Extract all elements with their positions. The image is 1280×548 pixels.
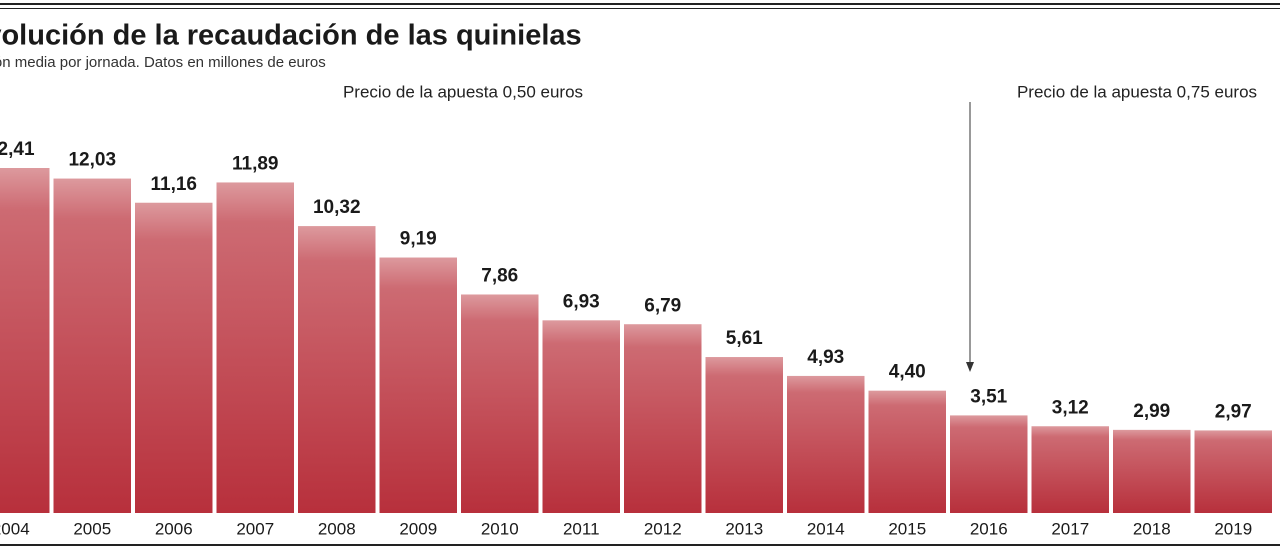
value-label: 11,89 [232, 153, 279, 174]
bar [0, 168, 50, 513]
arrow-head [966, 362, 974, 372]
bar-overlay [624, 324, 702, 513]
bar [135, 202, 213, 514]
x-tick-label: 2011 [563, 519, 600, 538]
x-tick-label: 2005 [73, 519, 111, 538]
x-tick-label: 2004 [0, 519, 30, 538]
value-label: 11,16 [151, 174, 198, 195]
value-label: 7,86 [481, 266, 518, 287]
x-tick-label: 2008 [318, 519, 356, 538]
annotation: Precio de la apuesta 0,50 euros [343, 82, 583, 101]
x-tick-label: 2013 [725, 519, 763, 538]
value-label: 12,03 [68, 150, 116, 171]
value-label: 4,93 [807, 347, 844, 368]
chart-title: Evolución de la recaudación de las quini… [0, 20, 582, 52]
bar [461, 294, 539, 513]
value-label: 3,12 [1052, 397, 1089, 418]
bar-overlay [216, 182, 294, 513]
bar-overlay [53, 178, 131, 513]
bar [298, 226, 376, 513]
value-label: 9,19 [400, 229, 437, 250]
chart-subtitle: Recaudación media por jornada. Datos en … [0, 54, 326, 71]
bar [1113, 429, 1191, 513]
value-label: 12,41 [0, 139, 35, 160]
bar-overlay [868, 390, 946, 513]
value-label: 4,40 [889, 362, 926, 383]
bar-overlay [379, 257, 457, 513]
bar-overlay [461, 294, 539, 513]
bar [379, 257, 457, 513]
x-tick-label: 2006 [155, 519, 193, 538]
bar [216, 182, 294, 513]
value-label: 5,61 [726, 328, 763, 349]
value-label: 2,99 [1133, 401, 1170, 422]
bar-overlay [1194, 430, 1272, 513]
bottom-rule [0, 544, 1280, 546]
x-tick-label: 2010 [481, 519, 519, 538]
bar-overlay [787, 375, 865, 513]
bar-overlay [705, 357, 783, 513]
value-label: 3,51 [970, 386, 1007, 407]
x-tick-label: 2014 [807, 519, 845, 538]
x-tick-label: 2017 [1051, 519, 1089, 538]
value-label: 2,97 [1215, 401, 1252, 422]
x-tick-label: 2007 [236, 519, 274, 538]
bar [950, 415, 1028, 513]
bar [53, 178, 131, 513]
bar [868, 390, 946, 513]
bar [787, 375, 865, 513]
x-tick-label: 2015 [888, 519, 926, 538]
bar [1194, 430, 1272, 513]
bar-overlay [135, 202, 213, 514]
value-label: 6,79 [644, 295, 681, 316]
bar [705, 357, 783, 513]
bar-overlay [298, 226, 376, 513]
x-tick-label: 2019 [1214, 519, 1252, 538]
annotation: Precio de la apuesta 0,75 euros [1017, 82, 1257, 101]
bar-overlay [1113, 429, 1191, 513]
bar-overlay [950, 415, 1028, 513]
value-label: 10,32 [313, 197, 361, 218]
x-tick-label: 2016 [970, 519, 1008, 538]
bar-overlay [0, 168, 50, 513]
top-rule [0, 8, 1280, 9]
top-rule [0, 3, 1280, 5]
bar [624, 324, 702, 513]
bar-overlay [1031, 426, 1109, 513]
x-tick-label: 2012 [644, 519, 682, 538]
bar [1031, 426, 1109, 513]
x-tick-label: 2009 [399, 519, 437, 538]
bar-overlay [542, 320, 620, 513]
value-label: 6,93 [563, 291, 600, 312]
x-tick-label: 2018 [1133, 519, 1171, 538]
bar [542, 320, 620, 513]
